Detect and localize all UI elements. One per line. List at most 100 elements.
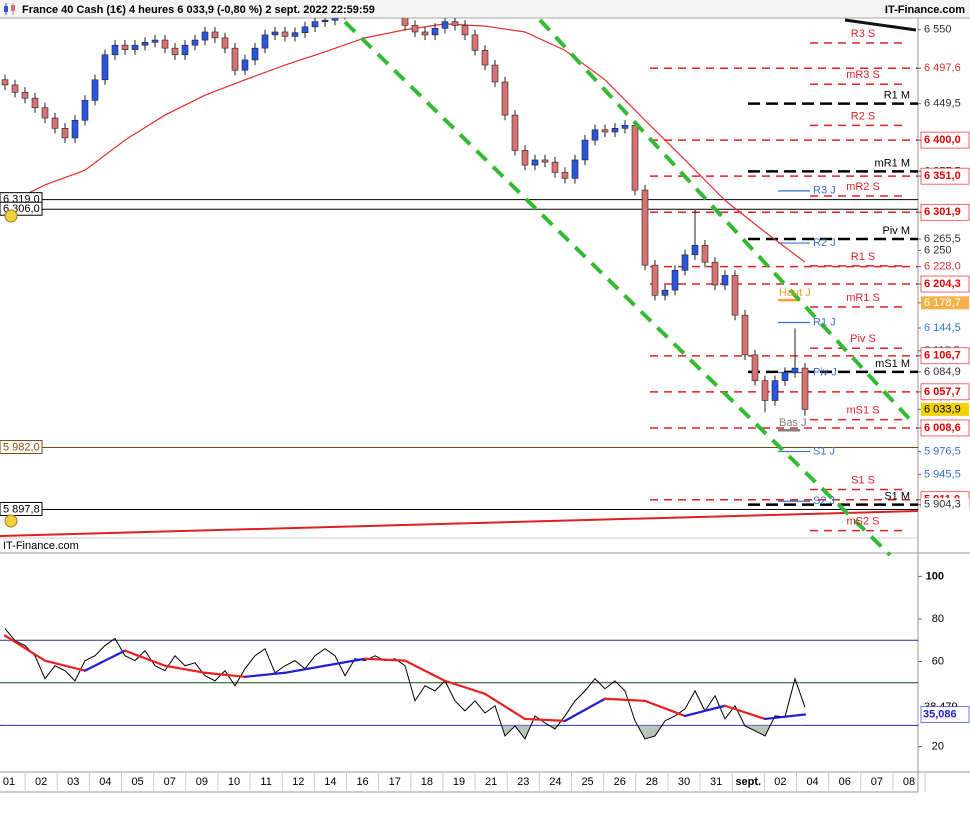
x-tick-label: 31 xyxy=(710,776,722,788)
candle-body xyxy=(161,39,169,49)
price-pane xyxy=(0,18,918,532)
header-icon xyxy=(4,3,15,15)
candle-body xyxy=(791,367,799,373)
candle-body xyxy=(231,47,239,71)
price-label: 6 400,0 xyxy=(924,134,961,146)
x-tick-label: 11 xyxy=(260,776,271,788)
candle-body xyxy=(241,59,249,71)
signal-segment xyxy=(443,679,487,695)
signal-segment xyxy=(43,659,87,672)
candle-body xyxy=(761,380,769,401)
pivot-label: mR3 S xyxy=(846,69,880,81)
x-tick-label: 02 xyxy=(35,776,47,788)
signal-segment xyxy=(643,699,687,718)
price-label: 6 204,3 xyxy=(924,278,961,290)
candle-body xyxy=(461,25,469,36)
candle-body xyxy=(291,32,299,37)
price-label-box xyxy=(921,467,969,481)
candle-body xyxy=(551,161,559,173)
candle-body xyxy=(61,128,69,139)
candle-body xyxy=(11,84,19,93)
candle-body xyxy=(651,264,659,296)
price-label-box xyxy=(920,131,970,149)
candle-body xyxy=(511,114,519,151)
pivot-label: S1 S xyxy=(851,474,875,486)
candle-body xyxy=(301,26,309,34)
price-label-box xyxy=(921,445,969,459)
candle-body xyxy=(221,37,229,49)
price-label-box xyxy=(921,321,969,335)
candle-body xyxy=(621,125,629,129)
signal-segment xyxy=(363,657,407,662)
pivot-label: S1 M xyxy=(884,491,910,503)
signal-segment xyxy=(763,713,807,721)
value-box xyxy=(920,706,970,723)
price-label: 6 228,0 xyxy=(924,261,961,273)
x-tick-label: 24 xyxy=(549,776,561,788)
candle-body xyxy=(631,125,639,191)
price-label-box xyxy=(921,232,969,246)
candle-body xyxy=(331,18,339,21)
signal-segment xyxy=(683,704,727,718)
price-label: 6 449,5 xyxy=(924,98,961,110)
pivot-label: mS1 M xyxy=(875,358,910,370)
pivot-label: S1 J xyxy=(813,445,835,457)
x-tick-label: 02 xyxy=(774,776,786,788)
price-label-box xyxy=(920,383,970,401)
candle-body xyxy=(121,44,129,50)
candle-body xyxy=(261,34,269,49)
candle-body xyxy=(151,39,159,43)
x-tick-label: 28 xyxy=(646,776,658,788)
candle-body xyxy=(591,129,599,141)
signal-segment xyxy=(83,649,127,672)
signal-segment xyxy=(483,692,527,721)
candle-body xyxy=(251,47,259,61)
x-tick-label: 06 xyxy=(839,776,851,788)
x-tick-label: 17 xyxy=(389,776,401,788)
x-tick-label: 04 xyxy=(99,776,111,788)
candle-body xyxy=(641,189,649,266)
price-label-box xyxy=(920,419,970,437)
signal-segment xyxy=(123,649,167,667)
candle-body xyxy=(131,44,139,50)
pivot-label: mR1 S xyxy=(846,292,880,304)
price-label: 6 265,5 xyxy=(924,233,961,245)
candle-body xyxy=(81,100,89,121)
signal-segment xyxy=(163,664,207,674)
y-tick-label: 60 xyxy=(932,655,944,667)
x-tick-label: 26 xyxy=(614,776,626,788)
x-tick-label: 03 xyxy=(67,776,79,788)
price-label-box xyxy=(920,203,970,221)
pivot-label: mR1 M xyxy=(875,157,910,169)
header-bar xyxy=(0,0,970,18)
x-tick-label: 30 xyxy=(678,776,690,788)
signal-segment xyxy=(283,664,327,674)
price-label-box xyxy=(921,243,969,257)
price-label: 6 178,7 xyxy=(924,297,961,309)
candle-body xyxy=(281,31,289,37)
price-label-box xyxy=(920,347,970,365)
candle-body xyxy=(681,254,689,271)
candle-body xyxy=(181,44,189,56)
candle-body xyxy=(271,31,279,36)
candle-body xyxy=(721,275,729,286)
signal-segment xyxy=(523,717,567,722)
y-tick-label: 80 xyxy=(932,613,944,625)
price-label: 6 301,9 xyxy=(924,206,961,218)
candle-body xyxy=(781,372,789,381)
signal-segment xyxy=(243,671,287,678)
signal-segment xyxy=(3,634,47,662)
candle-body xyxy=(471,34,479,51)
x-tick-label: 10 xyxy=(228,776,240,788)
candle-body xyxy=(521,150,529,166)
signal-segment xyxy=(723,704,767,721)
y-tick-label: 20 xyxy=(932,741,944,753)
price-label-box xyxy=(921,23,969,37)
price-label: 6 144,5 xyxy=(924,322,961,334)
pivot-label: mR2 S xyxy=(846,181,880,193)
candle-body xyxy=(571,159,579,179)
pivot-label: R2 J xyxy=(813,237,836,249)
line-label-box xyxy=(0,440,43,455)
